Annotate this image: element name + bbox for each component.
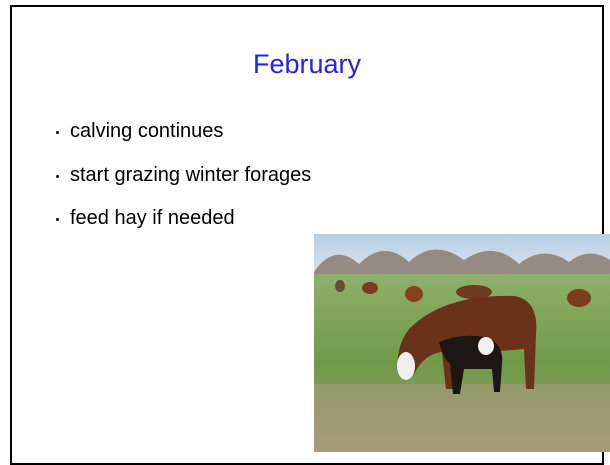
slide-title: February <box>12 49 602 80</box>
page: February calving continues start grazing… <box>0 0 610 452</box>
bullet: feed hay if needed <box>52 206 311 250</box>
cattle-photo <box>314 234 610 452</box>
bullet-list: calving continues start grazing winter f… <box>52 119 311 250</box>
bullet: calving continues <box>52 119 311 163</box>
bullet: start grazing winter forages <box>52 163 311 207</box>
